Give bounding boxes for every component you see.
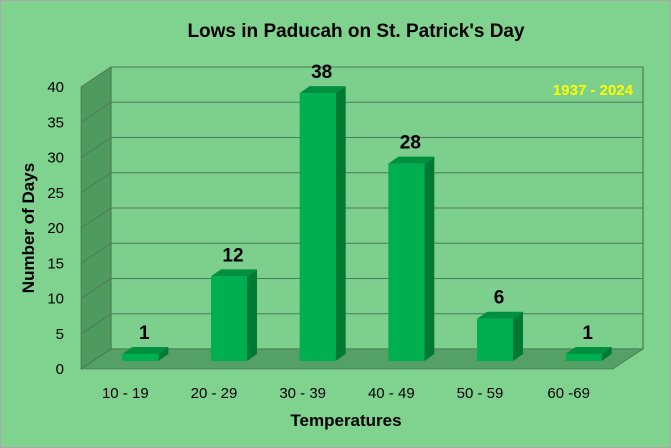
y-tick-label: 5 <box>56 326 64 343</box>
x-tick-label: 50 - 59 <box>457 385 504 402</box>
bar <box>565 346 612 361</box>
x-tick-labels: 10 - 19 20 - 29 30 - 39 40 - 49 50 - 59 60 -6… <box>102 385 590 402</box>
gridline-depth <box>80 172 112 194</box>
y-tick-labels: 0 5 10 15 20 25 30 35 40 <box>47 79 64 378</box>
bar-top <box>211 269 257 277</box>
bar-front <box>299 93 336 361</box>
bar <box>388 156 435 361</box>
data-label: 28 <box>400 133 421 154</box>
y-tick-label: 30 <box>47 150 64 167</box>
data-label: 1 <box>582 323 593 344</box>
bar-side <box>601 346 612 361</box>
y-tick-label: 0 <box>56 361 64 378</box>
x-tick-label: 20 - 29 <box>191 385 238 402</box>
bar-front <box>565 353 602 361</box>
gridline-depth <box>80 66 112 88</box>
y-axis-title: Number of Days <box>19 163 38 293</box>
bar-top <box>388 156 435 164</box>
bar-front <box>388 163 425 361</box>
bar-side <box>513 311 523 361</box>
x-tick-label: 10 - 19 <box>102 385 149 402</box>
gridline-depth <box>80 207 112 229</box>
bar-top <box>477 311 523 319</box>
gridline-depth <box>80 278 112 299</box>
x-tick-label: 60 -69 <box>547 385 590 402</box>
data-label: 6 <box>494 288 505 309</box>
bar-front <box>122 353 159 361</box>
x-axis-title: Temperatures <box>290 411 401 430</box>
bar-top <box>565 346 612 354</box>
bar-side <box>158 346 169 361</box>
gridline-depth <box>80 313 112 335</box>
gridline-depth <box>80 137 112 158</box>
y-tick-label: 40 <box>47 79 64 96</box>
bar-front <box>477 318 513 361</box>
y-tick-label: 10 <box>47 291 64 308</box>
bars <box>122 86 612 361</box>
bar-side <box>247 269 257 361</box>
gridlines <box>80 66 643 335</box>
bar <box>299 86 346 361</box>
y-tick-label: 20 <box>47 220 64 237</box>
chart-title: Lows in Paducah on St. Patrick's Day <box>187 21 525 42</box>
bar-top <box>122 346 169 354</box>
y-tick-label: 35 <box>47 114 64 131</box>
data-labels: 1 12 38 28 6 1 <box>139 62 593 344</box>
data-label: 12 <box>222 245 243 266</box>
data-label: 38 <box>311 62 332 83</box>
x-tick-label: 40 - 49 <box>368 385 415 402</box>
bar <box>211 269 257 361</box>
y-tick-label: 15 <box>47 255 64 272</box>
bar-top <box>299 86 346 94</box>
bar-side <box>424 156 435 361</box>
plot-walls <box>80 66 644 370</box>
x-tick-label: 30 - 39 <box>279 385 326 402</box>
bar-side <box>335 86 346 361</box>
bar <box>477 311 523 361</box>
data-label: 1 <box>139 323 150 344</box>
y-tick-label: 25 <box>47 185 64 202</box>
bar-front <box>211 276 247 361</box>
gridline-depth <box>80 242 112 264</box>
bar <box>122 346 169 361</box>
year-range-annotation: 1937 - 2024 <box>553 82 634 99</box>
gridline-depth <box>80 101 112 123</box>
